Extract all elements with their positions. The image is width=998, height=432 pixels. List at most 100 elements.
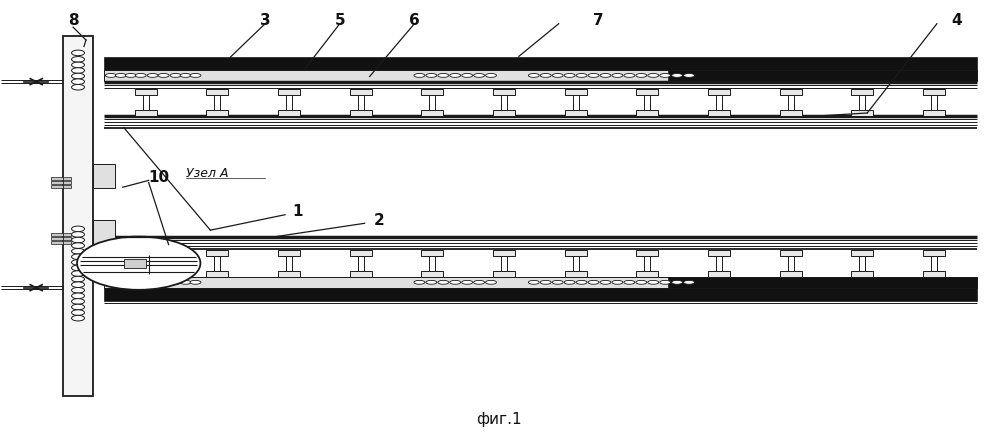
Ellipse shape [624,73,635,77]
Circle shape [72,79,85,84]
Ellipse shape [576,280,587,284]
Ellipse shape [450,73,461,77]
Text: 6: 6 [409,13,420,28]
Bar [923,110,945,116]
Circle shape [72,304,85,310]
Circle shape [72,57,85,62]
Bar [708,271,730,277]
Bar [104,288,977,301]
Ellipse shape [136,73,146,77]
Bar [51,185,63,188]
Ellipse shape [486,280,497,284]
Ellipse shape [474,280,485,284]
Circle shape [72,243,85,248]
Circle shape [72,293,85,299]
Ellipse shape [158,280,169,284]
Bar [637,271,659,277]
Ellipse shape [612,280,623,284]
Ellipse shape [648,73,659,77]
Circle shape [72,248,85,254]
Ellipse shape [648,280,659,284]
Text: 2: 2 [374,213,385,228]
Ellipse shape [528,73,539,77]
Bar [779,271,801,277]
Bar [135,250,157,256]
Bar [493,110,515,116]
Circle shape [72,310,85,315]
Circle shape [72,237,85,243]
Bar [93,220,115,244]
Circle shape [72,299,85,304]
Text: фиг.1: фиг.1 [476,413,522,427]
Circle shape [72,84,85,90]
Bar [637,89,659,95]
Text: 5: 5 [334,13,345,28]
Bar [565,271,587,277]
Bar [93,165,115,188]
Ellipse shape [564,73,575,77]
Circle shape [77,237,201,290]
Ellipse shape [426,73,437,77]
Bar [124,259,146,267]
Bar [63,233,71,236]
Circle shape [72,62,85,68]
Ellipse shape [462,73,473,77]
Ellipse shape [474,73,485,77]
Ellipse shape [612,73,623,77]
Ellipse shape [414,73,425,77]
Bar [51,181,63,184]
Bar [207,110,229,116]
Circle shape [72,226,85,232]
Bar [669,70,977,81]
Bar [923,250,945,256]
Bar [51,178,63,181]
Ellipse shape [190,73,201,77]
Bar [565,250,587,256]
Bar [421,250,443,256]
Bar [708,89,730,95]
Ellipse shape [190,280,201,284]
Bar [708,110,730,116]
Bar [51,237,63,240]
Bar [63,185,71,188]
Bar [135,110,157,116]
Bar [923,271,945,277]
Ellipse shape [588,73,599,77]
Bar [851,110,873,116]
Ellipse shape [624,280,635,284]
Bar [278,250,300,256]
Text: 8: 8 [68,13,79,28]
Bar [63,36,93,396]
Bar [669,277,977,288]
Text: 3: 3 [259,13,270,28]
Ellipse shape [116,280,127,284]
Circle shape [72,265,85,271]
Circle shape [72,73,85,79]
Ellipse shape [414,280,425,284]
Ellipse shape [426,280,437,284]
Circle shape [72,271,85,276]
Ellipse shape [564,280,575,284]
Text: 10: 10 [148,170,170,185]
Ellipse shape [600,280,611,284]
Ellipse shape [672,73,683,77]
Ellipse shape [672,280,683,284]
Bar [63,241,71,244]
Bar [104,70,977,81]
Ellipse shape [126,73,137,77]
Bar [135,89,157,95]
Bar [104,277,977,288]
Ellipse shape [158,73,169,77]
Ellipse shape [576,73,587,77]
Ellipse shape [684,73,695,77]
Bar [278,271,300,277]
Bar [493,89,515,95]
Ellipse shape [462,280,473,284]
Bar [207,271,229,277]
Bar [421,89,443,95]
Ellipse shape [552,73,563,77]
Bar [421,271,443,277]
Ellipse shape [636,280,647,284]
Bar [565,110,587,116]
Ellipse shape [684,280,695,284]
